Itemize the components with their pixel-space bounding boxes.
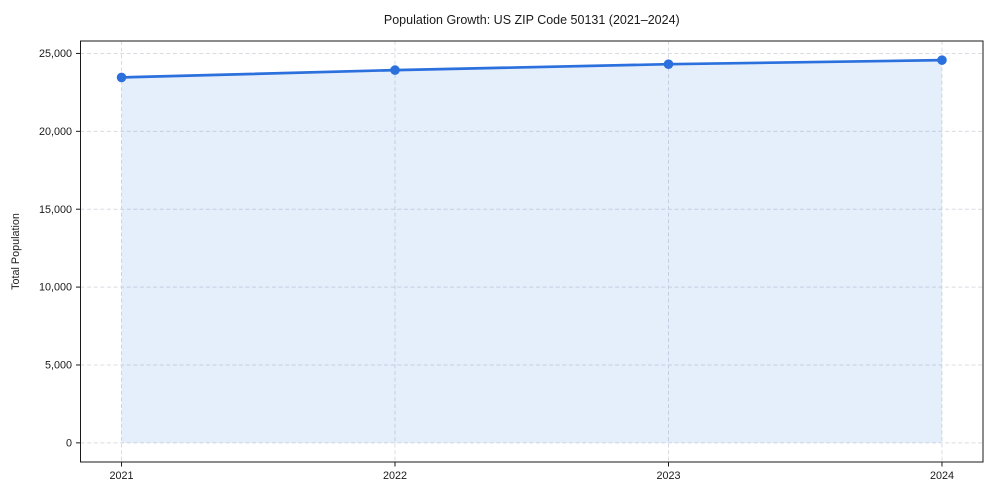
data-point bbox=[663, 59, 674, 69]
y-tick-label: 15,000 bbox=[39, 204, 72, 216]
chart-title: Population Growth: US ZIP Code 50131 (20… bbox=[384, 13, 680, 27]
y-tick-label: 25,000 bbox=[39, 48, 72, 60]
y-axis-title: Total Population bbox=[10, 213, 22, 290]
y-tick-label: 0 bbox=[66, 437, 72, 449]
chart-layers: 2021 2022 2023 2024 0 5,000 10,000 15,000 20,000… bbox=[39, 40, 984, 482]
data-point bbox=[937, 55, 947, 65]
x-tick-label: 2023 bbox=[656, 470, 680, 482]
data-point bbox=[116, 72, 127, 83]
y-tick-label: 20,000 bbox=[39, 126, 72, 138]
y-tick-label: 5,000 bbox=[45, 360, 72, 372]
x-tick-label: 2022 bbox=[383, 470, 407, 482]
area-fill bbox=[121, 60, 942, 443]
y-tick-label: 10,000 bbox=[39, 282, 72, 294]
series-line bbox=[120, 58, 944, 79]
x-tick-label: 2024 bbox=[930, 470, 954, 482]
data-point bbox=[390, 65, 400, 75]
plot-frame bbox=[80, 40, 984, 463]
x-tick-label: 2021 bbox=[110, 470, 134, 482]
